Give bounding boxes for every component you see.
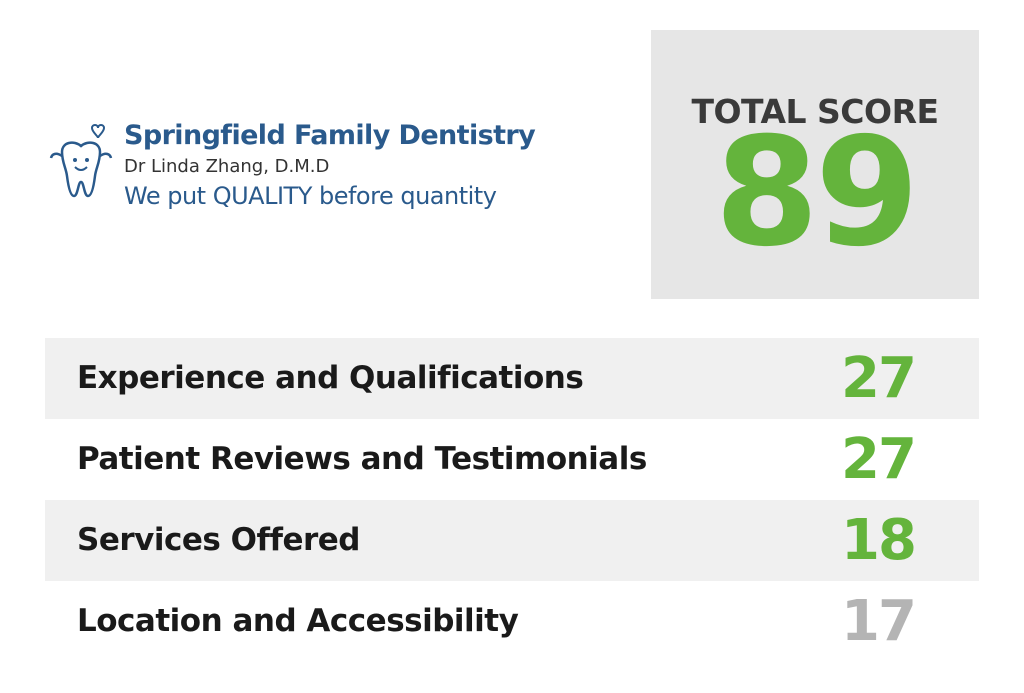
criteria-row: Experience and Qualifications 27 [45,338,979,419]
criteria-row: Patient Reviews and Testimonials 27 [45,419,979,500]
criteria-label: Services Offered [77,522,360,558]
criteria-label: Experience and Qualifications [77,360,584,396]
tooth-with-heart-icon [49,124,113,198]
criteria-score: 27 [841,346,917,411]
criteria-row: Services Offered 18 [45,500,979,581]
criteria-score: 18 [841,508,917,573]
criteria-label: Location and Accessibility [77,603,519,639]
practice-name: Springfield Family Dentistry [124,120,536,151]
logo-text: Springfield Family Dentistry Dr Linda Zh… [124,118,536,212]
criteria-row: Location and Accessibility 17 [45,581,979,662]
criteria-list: Experience and Qualifications 27 Patient… [45,338,979,662]
practice-logo: Springfield Family Dentistry Dr Linda Zh… [48,118,608,228]
total-score-value: 89 [714,106,920,280]
practice-tagline: We put QUALITY before quantity [124,182,497,210]
total-score-panel: TOTAL SCORE 89 [651,30,979,299]
criteria-label: Patient Reviews and Testimonials [77,441,647,477]
criteria-score: 27 [841,427,917,492]
criteria-score: 17 [841,589,917,654]
total-score-label: TOTAL SCORE [691,92,939,131]
doctor-name: Dr Linda Zhang, D.M.D [124,156,330,177]
